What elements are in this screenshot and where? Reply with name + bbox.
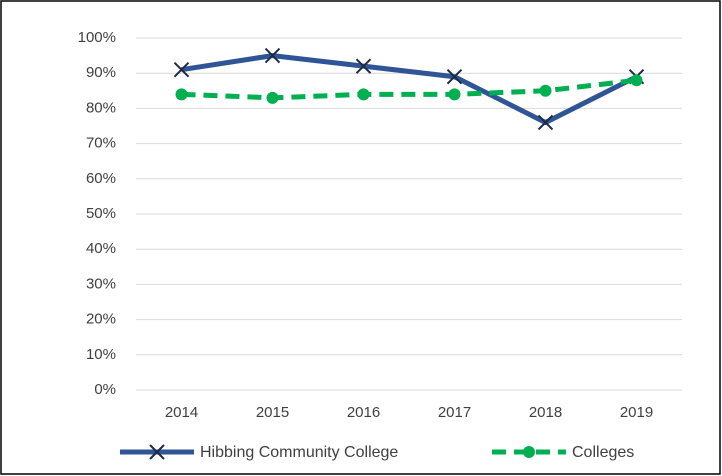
y-tick-label: 40% [86, 240, 116, 257]
marker [446, 69, 463, 85]
marker [264, 47, 281, 64]
marker [523, 446, 535, 458]
series-line [181, 77, 637, 101]
y-tick-label: 90% [86, 64, 116, 81]
y-tick-label: 10% [86, 346, 116, 363]
y-tick-label: 100% [78, 29, 116, 46]
x-tick-label: 2017 [438, 404, 471, 421]
y-tick-label: 60% [86, 170, 116, 187]
legend-label: Colleges [572, 444, 634, 461]
series-line [181, 53, 638, 125]
marker [448, 88, 461, 101]
legend-label: Hibbing Community College [200, 444, 398, 461]
marker [266, 91, 279, 104]
marker [175, 88, 188, 101]
marker [173, 61, 190, 78]
x-tick-label: 2018 [529, 404, 562, 421]
marker [630, 74, 643, 87]
y-tick-label: 50% [86, 205, 116, 222]
y-tick-label: 70% [86, 135, 116, 152]
x-tick-label: 2016 [347, 404, 380, 421]
marker [149, 444, 165, 460]
x-tick-label: 2015 [256, 404, 289, 421]
x-tick-label: 2019 [620, 404, 653, 421]
y-tick-label: 20% [86, 311, 116, 328]
marker [537, 114, 554, 131]
marker [539, 84, 552, 97]
y-tick-label: 0% [94, 381, 116, 398]
x-tick-label: 2014 [165, 404, 198, 421]
marker [357, 88, 370, 101]
y-tick-label: 80% [86, 99, 116, 116]
y-tick-label: 30% [86, 275, 116, 292]
marker [355, 58, 372, 74]
